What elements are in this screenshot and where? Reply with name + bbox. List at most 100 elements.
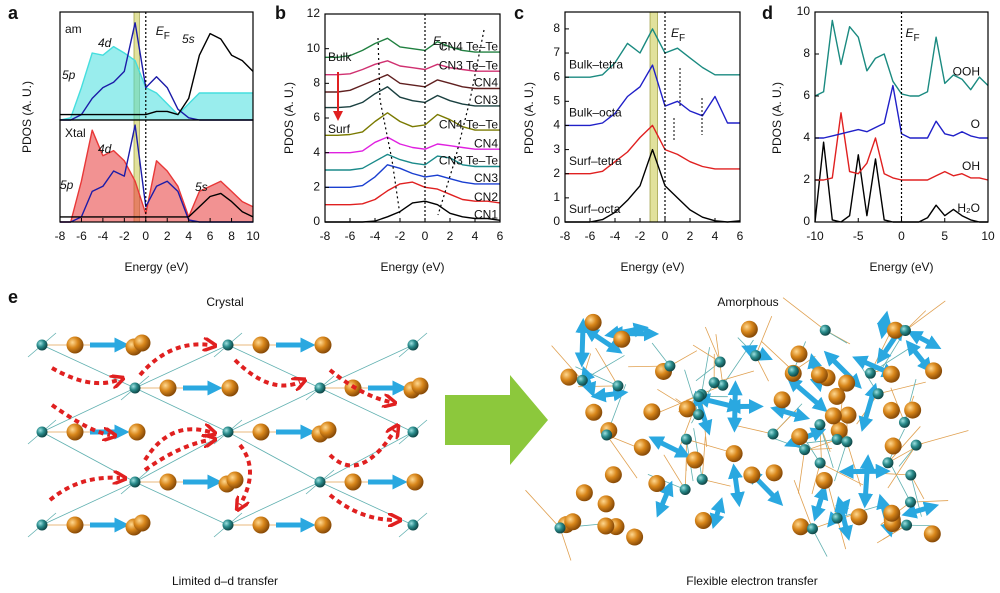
x-tick-label: 5 xyxy=(941,229,948,243)
series-label: CN3 xyxy=(474,93,498,107)
metal-atom xyxy=(839,406,857,424)
anion-atom xyxy=(910,439,922,451)
anion-atom xyxy=(314,476,326,488)
anion-atom xyxy=(814,457,826,469)
metal-atom xyxy=(882,365,900,383)
series-line xyxy=(325,136,500,154)
y-tick-label: 8 xyxy=(553,21,560,35)
bond xyxy=(905,300,946,331)
metal-atom xyxy=(128,423,146,441)
blocked-transfer xyxy=(143,429,210,462)
anion-atom xyxy=(708,377,720,389)
metal-atom xyxy=(633,438,651,456)
metal-atom xyxy=(66,336,84,354)
bond xyxy=(887,426,921,464)
metal-atom xyxy=(314,516,332,534)
transfer-arrow xyxy=(590,386,629,403)
bond xyxy=(41,387,136,433)
series-label: O xyxy=(971,117,980,131)
series-label: Surf–octa xyxy=(569,202,621,216)
series-line xyxy=(59,45,253,121)
y-tick-label: 7 xyxy=(553,45,560,59)
series-line xyxy=(565,148,741,223)
transfer-arrow xyxy=(905,339,933,374)
bond xyxy=(782,297,826,331)
transfer-arrow xyxy=(858,454,875,509)
x-tick-label: -4 xyxy=(370,229,381,243)
y-axis-label: PDOS (A. U.) xyxy=(522,82,536,154)
anion-atom xyxy=(905,469,917,481)
anion-atom xyxy=(901,519,913,531)
anion-atom xyxy=(407,339,419,351)
bond xyxy=(910,500,949,503)
fermi-label: EF xyxy=(906,26,920,43)
y-tick-label: 4 xyxy=(313,145,320,159)
metal-atom xyxy=(344,473,362,491)
series-line xyxy=(60,129,254,223)
x-tick-label: 2 xyxy=(687,229,694,243)
anion-atom xyxy=(36,426,48,438)
anion-atom xyxy=(314,382,326,394)
metal-atom xyxy=(133,334,151,352)
anion-atom xyxy=(680,433,692,445)
series-label: CN4 xyxy=(474,136,498,150)
bond xyxy=(595,347,619,387)
anion-atom xyxy=(693,390,705,402)
metal-atom xyxy=(828,387,846,405)
series-label: CN2 xyxy=(474,190,498,204)
series-label: CN3 xyxy=(474,171,498,185)
metal-atom xyxy=(226,471,244,489)
anion-atom xyxy=(692,409,704,421)
y-tick-label: 12 xyxy=(307,6,321,20)
bond xyxy=(878,381,926,395)
anion-atom xyxy=(819,324,831,336)
metal-atom xyxy=(411,377,429,395)
x-tick-label: -2 xyxy=(119,229,130,243)
bond xyxy=(319,481,414,526)
anion-atom xyxy=(806,523,818,535)
series-line xyxy=(325,60,500,76)
blocked-transfer xyxy=(48,478,120,502)
bond xyxy=(227,431,321,483)
fermi-symbol: E xyxy=(906,26,915,40)
transfer-arrow xyxy=(694,393,743,413)
bond xyxy=(797,449,806,494)
blocked-transfer xyxy=(138,344,210,377)
series-label: 5s xyxy=(182,32,195,46)
series-line xyxy=(325,181,501,206)
metal-atom xyxy=(252,516,270,534)
y-tick-label: 4 xyxy=(803,130,810,144)
x-tick-label: 4 xyxy=(712,229,719,243)
x-tick-label: 6 xyxy=(207,229,214,243)
bond xyxy=(41,481,136,526)
series-line xyxy=(565,28,740,78)
fermi-symbol: E xyxy=(433,34,442,48)
x-tick-label: 0 xyxy=(898,229,905,243)
series-line xyxy=(325,86,500,109)
chart-panel: 5p 4d 5s -8 -6 -4 -2 0 2 4 6 8 10 Energy (eV) Xtal xyxy=(55,119,260,274)
diagram: e Crystal Amorphous Limited d–d transfer Fle… xyxy=(8,287,969,588)
bond xyxy=(319,344,414,389)
blocked-transfer xyxy=(50,403,110,435)
x-tick-label: -4 xyxy=(610,229,621,243)
fermi-subscript: F xyxy=(679,33,685,44)
x-tick-label: 8 xyxy=(228,229,235,243)
plot-frame xyxy=(564,11,741,223)
transfer-arrow xyxy=(786,376,828,413)
x-axis-label: Energy (eV) xyxy=(620,260,684,274)
anion-atom xyxy=(814,419,826,431)
chart-panel: CN1 CN2 CN3 CN3 Te–Te CN4 CN4 Te–Te CN3 CN4 CN3 … xyxy=(275,3,504,274)
x-tick-label: 10 xyxy=(246,229,260,243)
transfer-arrow xyxy=(858,382,880,432)
caption: Limited d–d transfer xyxy=(172,574,278,588)
y-axis-label: PDOS (A. U.) xyxy=(770,82,784,154)
series-line xyxy=(325,112,500,136)
metal-atom xyxy=(773,391,791,409)
anion-atom xyxy=(750,350,762,362)
metal-atom xyxy=(564,513,582,531)
y-tick-label: 2 xyxy=(553,166,560,180)
series-label: OH xyxy=(962,159,980,173)
bond xyxy=(319,431,414,483)
